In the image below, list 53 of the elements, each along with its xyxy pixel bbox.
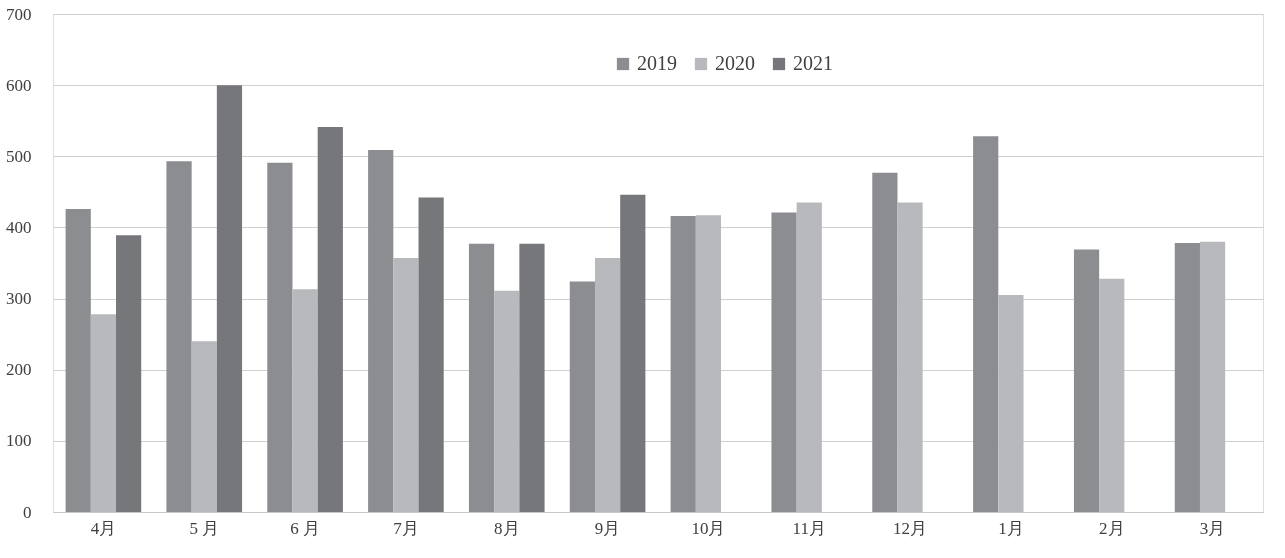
x-tick-label: 3月 — [1199, 518, 1226, 538]
bar — [569, 281, 595, 512]
y-tick-label: 300 — [6, 289, 32, 309]
bar — [620, 194, 646, 512]
y-tick-label: 400 — [6, 217, 32, 237]
bar — [897, 202, 923, 512]
bar — [1099, 278, 1125, 512]
bar — [998, 295, 1024, 512]
bar — [65, 208, 91, 512]
bar — [90, 314, 117, 512]
legend-label: 2020 — [715, 52, 755, 74]
x-tick-label: 8月 — [494, 518, 520, 538]
x-tick-label: 11月 — [792, 518, 826, 538]
bar — [216, 85, 243, 512]
bar — [267, 162, 293, 512]
x-tick-label: 10月 — [691, 518, 726, 538]
bar — [468, 243, 495, 512]
x-tick-label: 1月 — [998, 518, 1024, 538]
x-tick-label: 6 月 — [290, 518, 320, 538]
bar — [670, 216, 696, 512]
bar — [317, 127, 343, 512]
bar — [695, 215, 722, 512]
y-tick-label: 500 — [6, 146, 32, 166]
y-tick-label: 0 — [23, 502, 32, 522]
bar — [519, 243, 545, 512]
bar — [1073, 249, 1100, 512]
bar — [368, 149, 394, 512]
bar — [1199, 241, 1226, 512]
x-tick-label: 12月 — [893, 518, 928, 538]
bar — [494, 290, 520, 512]
bar — [796, 202, 822, 512]
x-tick-label: 5 月 — [189, 518, 220, 538]
bar — [191, 341, 217, 512]
bar — [166, 161, 192, 512]
x-tick-label: 4月 — [90, 518, 117, 538]
bar — [116, 235, 142, 512]
x-tick-label: 2月 — [1099, 518, 1125, 538]
y-tick-label: 700 — [6, 4, 32, 24]
bar — [292, 289, 318, 512]
y-tick-label: 100 — [6, 431, 32, 451]
legend-label: 2021 — [793, 52, 833, 74]
bar — [393, 258, 419, 512]
x-tick-label: 9月 — [594, 518, 621, 538]
bar — [872, 172, 898, 512]
y-tick-label: 200 — [6, 360, 32, 380]
x-tick-label: 7月 — [393, 518, 419, 538]
bar — [418, 197, 444, 512]
bar — [771, 212, 797, 512]
bar — [973, 136, 999, 512]
legend-label: 2019 — [637, 52, 677, 74]
y-tick-label: 600 — [6, 75, 32, 95]
bar — [1174, 243, 1200, 512]
bar — [594, 258, 621, 512]
